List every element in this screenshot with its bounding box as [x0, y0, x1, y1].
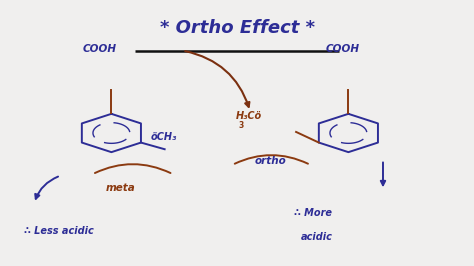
- Text: COOH: COOH: [83, 44, 117, 54]
- Text: 3: 3: [239, 121, 244, 130]
- Text: ∴ Less acidic: ∴ Less acidic: [24, 226, 93, 236]
- Text: ∴ More: ∴ More: [294, 208, 332, 218]
- Text: öCH₃: öCH₃: [151, 132, 177, 142]
- Text: acidic: acidic: [301, 232, 333, 242]
- Text: meta: meta: [106, 182, 136, 193]
- Text: * Ortho Effect *: * Ortho Effect *: [159, 19, 315, 37]
- Text: ortho: ortho: [255, 156, 286, 166]
- Text: COOH: COOH: [326, 44, 360, 54]
- Text: H₃Cö: H₃Cö: [236, 111, 262, 121]
